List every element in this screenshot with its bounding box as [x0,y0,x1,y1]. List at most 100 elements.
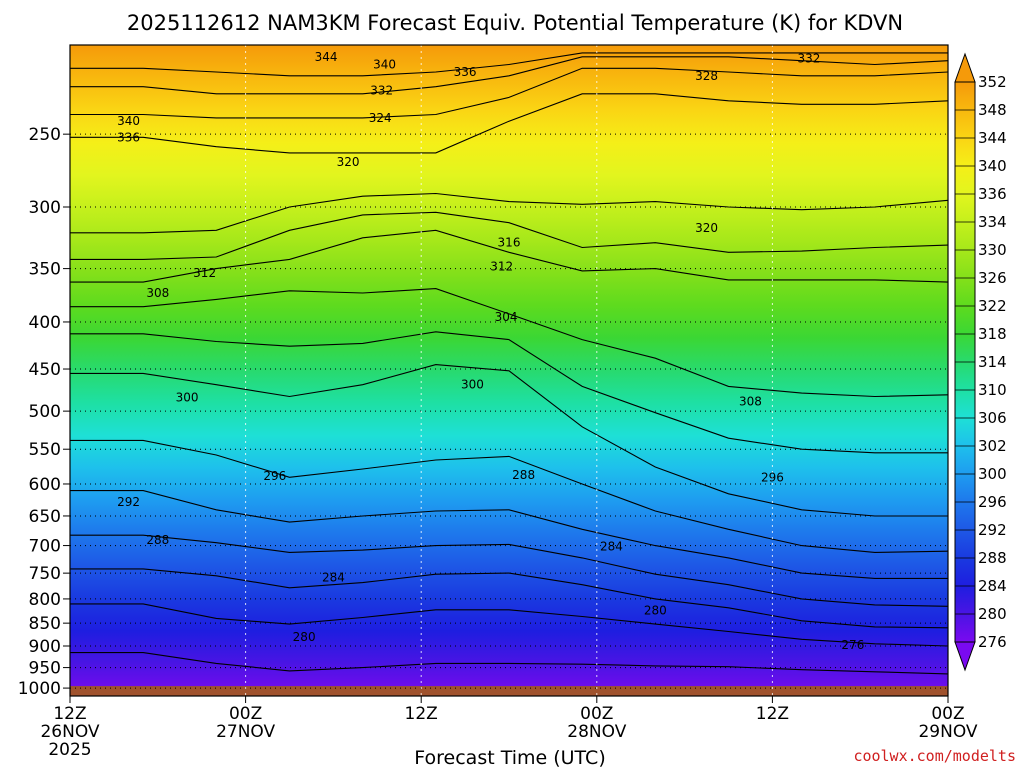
colorbar-label: 276 [978,633,1007,651]
colorbar-label: 336 [978,185,1007,203]
colorbar-label: 352 [978,73,1007,91]
colorbar-label: 326 [978,269,1007,287]
contour-label: 284 [322,570,345,584]
contour-label: 340 [117,114,140,128]
x-tick-label: 00Z [229,704,262,724]
colorbar-label: 334 [978,213,1007,231]
y-tick-label: 550 [29,440,61,460]
colorbar-top-arrow [954,52,976,83]
y-tick-label: 650 [29,507,61,527]
colorbar-label: 318 [978,325,1007,343]
contour-label: 336 [117,130,140,144]
x-tick-label: 12Z [405,704,438,724]
colorbar: 352 348 344 340 336 334 330 326 322 318 314 310 306 3… [954,52,1007,672]
y-tick-label: 950 [29,659,61,679]
colorbar-bottom-arrow [954,641,976,672]
y-tick-label: 900 [29,637,61,657]
y-tick-label: 300 [29,198,61,218]
y-tick-label: 500 [29,402,61,422]
contour-328 [70,56,949,95]
x-tick-label: 2025 [48,740,91,760]
colorbar-label: 292 [978,521,1007,539]
contour-label: 296 [761,470,784,484]
contour-332 [70,67,949,119]
contour-label: 320 [337,155,360,169]
x-tick-label: 26NOV [40,722,99,742]
contour-300 [70,364,948,517]
contour-label: 300 [176,390,199,404]
contour-label: 280 [644,604,667,618]
colorbar-label: 296 [978,493,1007,511]
contour-label: 332 [370,83,393,97]
contour-label: 308 [739,394,762,408]
terrain-band [70,686,948,696]
contour-label: 344 [315,50,338,64]
contour-label: 324 [369,111,392,125]
y-tick-label: 1000 [18,679,61,699]
colorbar-label: 330 [978,241,1007,259]
colorbar-label: 284 [978,577,1007,595]
colorbar-label: 302 [978,437,1007,455]
y-axis-tick-labels: 250 300 350 400 450 500 550 600 650 700 750 800 850 9… [18,125,70,699]
contour-label: 284 [600,540,623,554]
y-tick-label: 600 [29,475,61,495]
x-tick-label: 00Z [931,704,964,724]
colorbar-label: 280 [978,605,1007,623]
contour-336 [70,93,949,154]
contour-label: 312 [490,259,513,273]
contour-label: 340 [373,57,396,71]
plot-area: 344 340 336 332 324 320 316 312 312 308 304 300 300 3… [69,44,949,697]
y-tick-label: 250 [29,125,61,145]
colorbar-label: 348 [978,101,1007,119]
contour-label: 312 [193,266,216,280]
x-tick-label: 12Z [53,704,86,724]
colorbar-label: 288 [978,549,1007,567]
x-axis-label: Forecast Time (UTC) [414,747,605,768]
contour-label: 308 [146,286,169,300]
y-tick-label: 700 [29,537,61,557]
plot-frame [69,44,949,697]
contour-304 [70,331,948,454]
credit-text: coolwx.com/modelts [853,747,1016,765]
contour-312 [70,229,949,283]
contour-label: 320 [695,221,718,235]
colorbar-label: 310 [978,381,1007,399]
colorbar-label: 344 [978,129,1007,147]
x-tick-label: 27NOV [216,722,275,742]
contour-label: 304 [495,310,518,324]
x-tick-label: 29NOV [918,722,977,742]
contour-label: 316 [498,236,521,250]
contour-label: 328 [695,69,718,83]
y-tick-label: 350 [29,260,61,280]
x-tick-label: 28NOV [567,722,626,742]
contour-316 [70,211,949,260]
colorbar-label: 340 [978,157,1007,175]
contour-276 [70,652,949,675]
y-tick-label: 450 [29,360,61,380]
contour-label: 292 [117,495,140,509]
contour-296 [70,439,949,553]
y-tick-label: 400 [29,313,61,333]
contour-label: 336 [454,65,477,79]
colorbar-label: 300 [978,465,1007,483]
colorbar-label: 306 [978,409,1007,427]
x-tick-label: 12Z [756,704,789,724]
contour-280 [70,603,949,647]
contour-308 [70,288,949,398]
colorbar-label: 322 [978,297,1007,315]
contour-label: 288 [512,468,535,482]
colorbar-label: 314 [978,353,1007,371]
contour-label: 300 [461,378,484,392]
contour-284 [70,568,949,629]
x-tick-label: 00Z [580,704,613,724]
contour-288 [70,534,949,607]
contour-label: 288 [146,533,169,547]
y-tick-label: 750 [29,564,61,584]
contour-324 [70,52,948,77]
y-tick-label: 850 [29,614,61,634]
contour-292 [70,490,948,579]
contour-label: 332 [798,52,821,66]
contour-320 [70,192,949,234]
